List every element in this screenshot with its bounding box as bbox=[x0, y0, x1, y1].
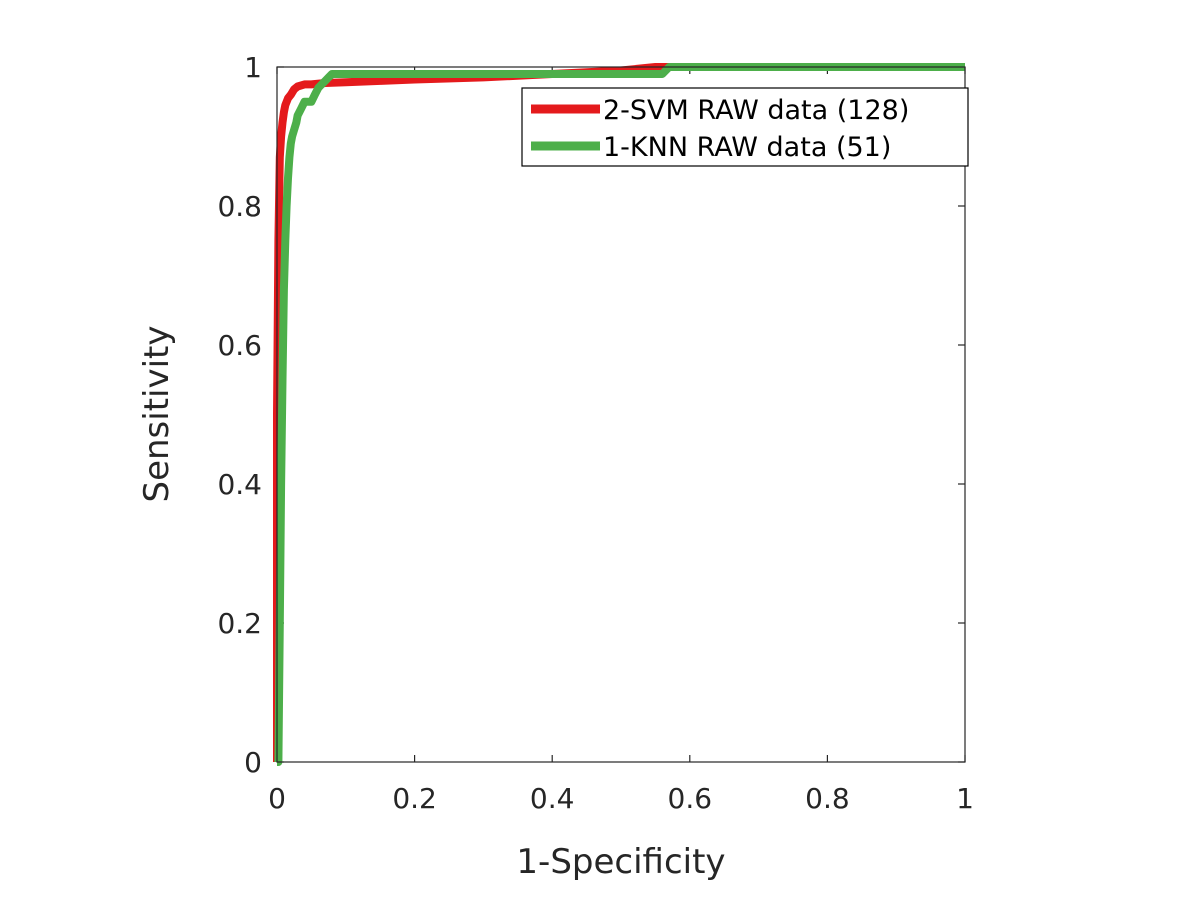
legend: 2-SVM RAW data (128) 1-KNN RAW data (51) bbox=[521, 87, 969, 167]
legend-label-knn: 1-KNN RAW data (51) bbox=[603, 132, 891, 163]
x-tick-label: 0 bbox=[268, 782, 286, 815]
legend-box bbox=[521, 87, 969, 167]
series-line-knn bbox=[274, 63, 965, 766]
y-tick-label: 0.8 bbox=[217, 190, 262, 223]
x-tick-label: 0.6 bbox=[668, 782, 713, 815]
y-tick-label: 0.2 bbox=[217, 607, 262, 640]
y-tick-label: 0.6 bbox=[217, 329, 262, 362]
y-tick-label: 0 bbox=[244, 746, 262, 779]
tick-labels: 0 0.2 0.4 0.6 0.8 1 0 0.2 0.4 0.6 0.8 1 bbox=[217, 51, 973, 815]
y-tick-label: 0.4 bbox=[217, 468, 262, 501]
plot-frame bbox=[276, 66, 966, 763]
plot-background bbox=[277, 67, 965, 762]
x-tick-label: 0.4 bbox=[530, 782, 575, 815]
legend-label-svm: 2-SVM RAW data (128) bbox=[603, 95, 909, 126]
x-tick-label: 0.8 bbox=[805, 782, 850, 815]
x-tick-label: 0.2 bbox=[392, 782, 437, 815]
y-tick-label: 1 bbox=[244, 51, 262, 84]
x-axis-label: 1-Specificity bbox=[516, 842, 725, 882]
y-axis-label: Sensitivity bbox=[137, 325, 177, 502]
x-tick-label: 1 bbox=[956, 782, 974, 815]
